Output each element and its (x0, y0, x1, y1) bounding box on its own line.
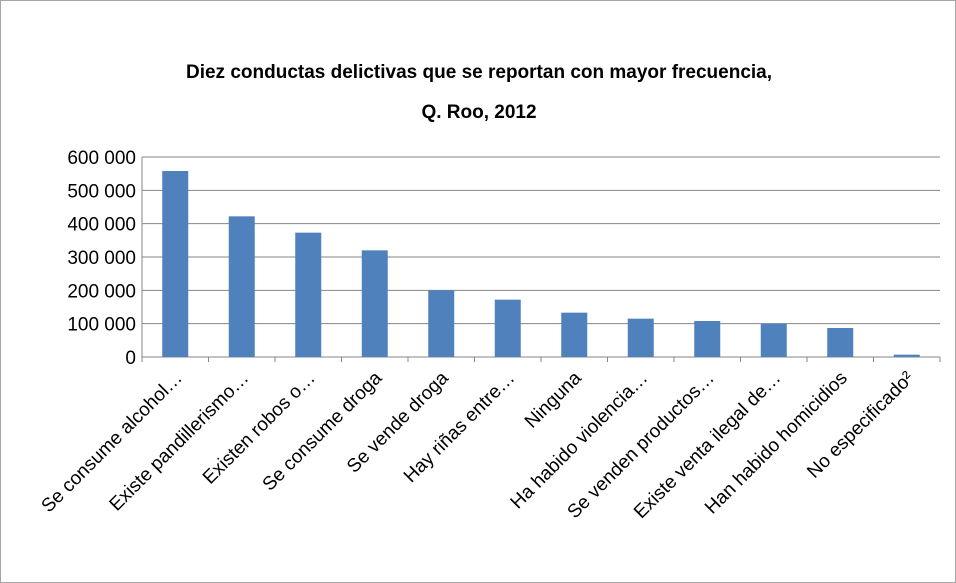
chart-title-line-1: Diez conductas delictivas que se reporta… (185, 62, 773, 83)
y-tick-label: 600 000 (67, 148, 136, 169)
y-tick-label: 0 (125, 348, 136, 369)
x-tick-label: Se consume droga (259, 367, 387, 495)
bar (694, 321, 721, 357)
x-tick-label: Ninguna (521, 367, 586, 432)
bar (893, 354, 920, 357)
bar (494, 299, 521, 357)
bar (295, 232, 322, 357)
bar (361, 250, 388, 357)
bar (561, 312, 588, 357)
bar (627, 318, 654, 357)
x-tick-label: Hay riñas entre… (400, 368, 519, 487)
y-tick-label: 400 000 (67, 215, 136, 236)
y-tick-label: 300 000 (67, 248, 136, 269)
y-tick-label: 500 000 (67, 181, 136, 202)
x-tick-label: Existen robos o… (199, 368, 320, 489)
bar (428, 290, 455, 357)
bar (162, 171, 189, 357)
bar (228, 216, 255, 357)
y-tick-label: 100 000 (67, 315, 136, 336)
chart-title-line-2: Q. Roo, 2012 (421, 102, 537, 123)
y-tick-label: 200 000 (67, 281, 136, 302)
bar (827, 328, 854, 357)
bar (760, 323, 787, 357)
